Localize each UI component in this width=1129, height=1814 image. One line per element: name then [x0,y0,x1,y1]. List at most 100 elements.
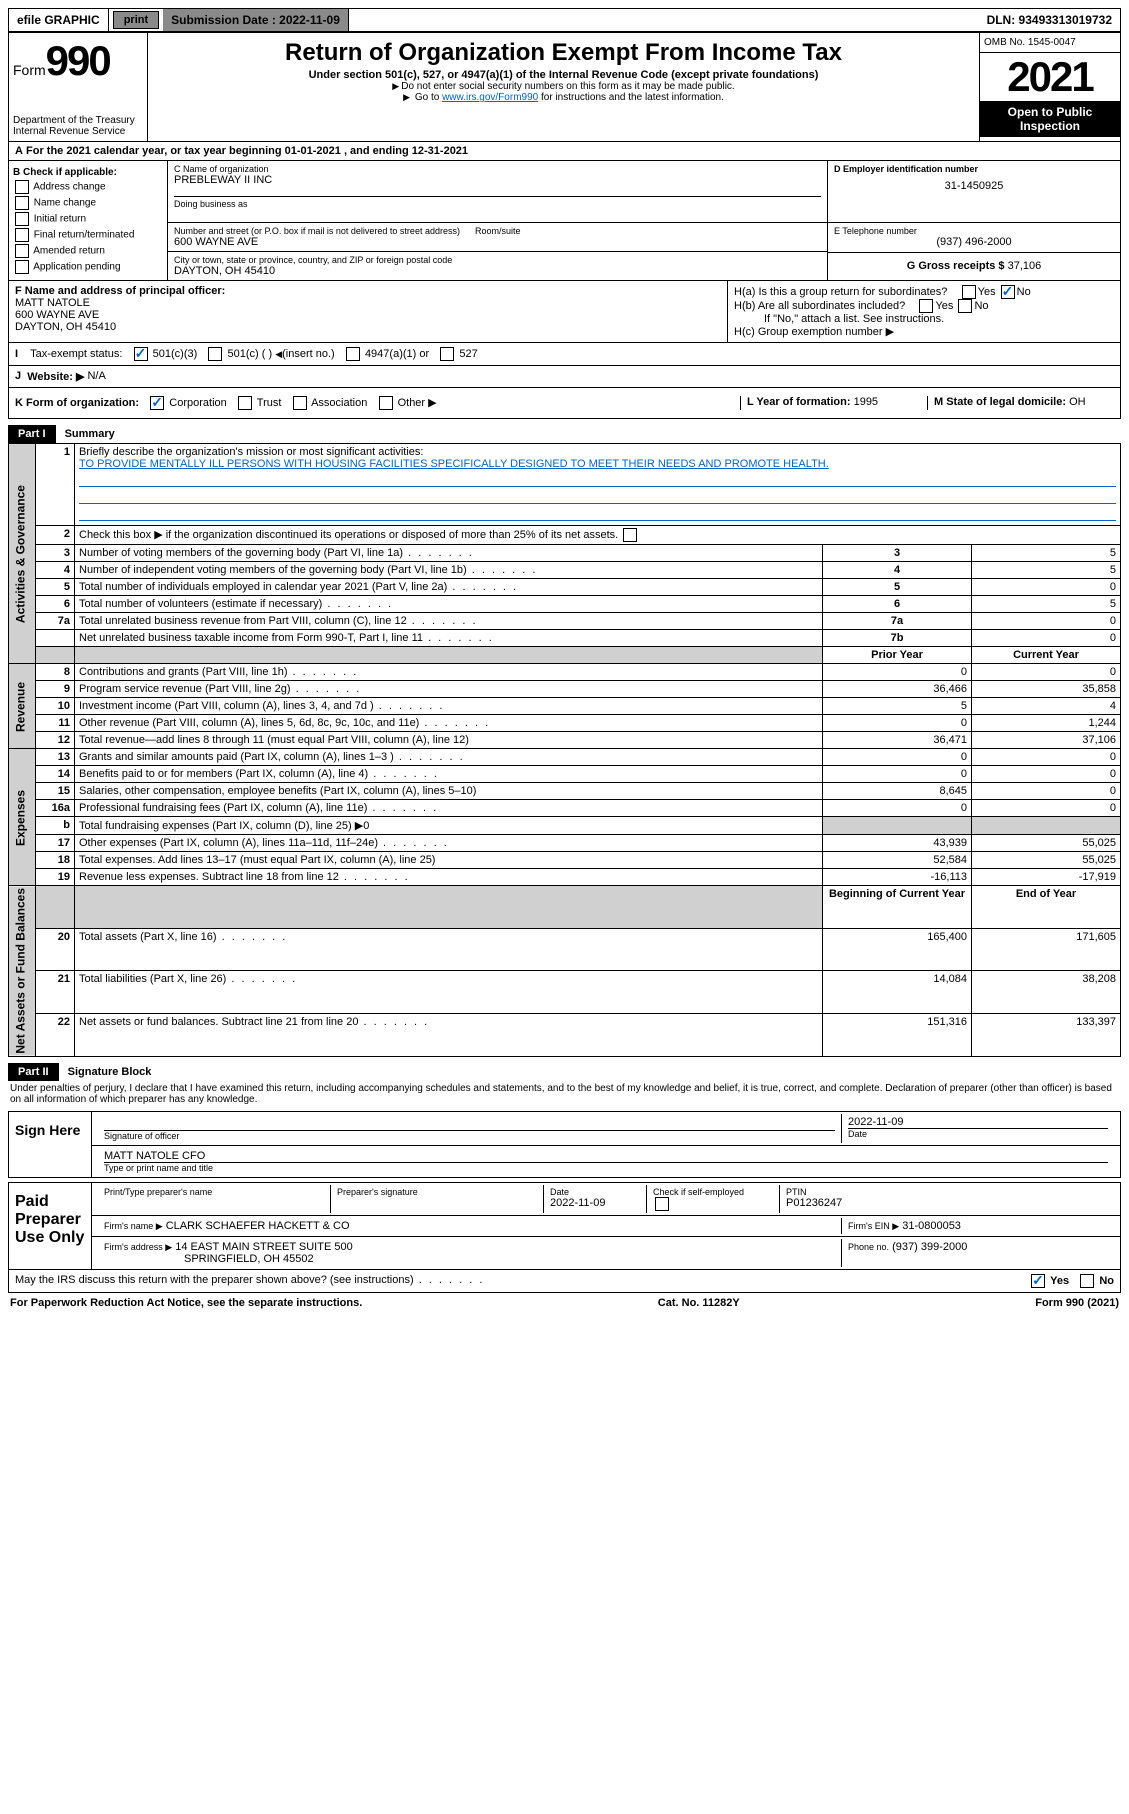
firm-addr: Firm's address ▶ 14 EAST MAIN STREET SUI… [98,1239,842,1267]
ein-label: D Employer identification number [834,164,1114,174]
q1-cell: Briefly describe the organization's miss… [75,444,1121,526]
rev-row-12: 12Total revenue—add lines 8 through 11 (… [9,732,1121,749]
group-return: H(a) Is this a group return for subordin… [728,281,1120,342]
q1-num: 1 [36,444,75,526]
paid-label: Paid Preparer Use Only [9,1183,92,1269]
chk-corp[interactable] [150,396,164,410]
note-link: Go to www.irs.gov/Form990 for instructio… [152,92,975,103]
chk-501c[interactable] [208,347,222,361]
chk-other[interactable] [379,396,393,410]
chk-4947[interactable] [346,347,360,361]
net-row-22: 22Net assets or fund balances. Subtract … [9,1014,1121,1057]
header-mid: Return of Organization Exempt From Incom… [148,33,980,141]
chk-527[interactable] [440,347,454,361]
summary-table: Activities & Governance 1 Briefly descri… [8,443,1121,1057]
chk-discuss-yes[interactable] [1031,1274,1045,1288]
col-prior: Prior Year [823,647,972,664]
city-value: DAYTON, OH 45410 [174,265,821,277]
form-number: Form990 [13,37,143,85]
exp-row-17: 17Other expenses (Part IX, column (A), l… [9,835,1121,852]
header-right: OMB No. 1545-0047 2021 Open to Public In… [980,33,1120,141]
row-j: J Website: ▶ N/A [8,366,1121,388]
declaration: Under penalties of perjury, I declare th… [8,1081,1121,1107]
chk-discuss-no[interactable] [1080,1274,1094,1288]
chk-assoc[interactable] [293,396,307,410]
side-net: Net Assets or Fund Balances [9,886,36,1057]
addr-label: Number and street (or P.O. box if mail i… [174,226,821,236]
officer-typed: MATT NATOLE CFO Type or print name and t… [98,1148,1114,1175]
chk-final[interactable]: Final return/terminated [13,228,163,242]
h-b: H(b) Are all subordinates included? Yes … [734,299,1114,313]
tax-year: 2021 [980,53,1120,101]
chk-501c3[interactable] [134,347,148,361]
ptin: PTINP01236247 [780,1185,1114,1213]
gov-row-7a: 7aTotal unrelated business revenue from … [9,613,1121,630]
principal-officer: F Name and address of principal officer:… [9,281,728,342]
ein-value: 31-1450925 [834,174,1114,198]
form-title: Return of Organization Exempt From Incom… [152,39,975,67]
col-b-title: B Check if applicable: [13,167,163,178]
row-l: L Year of formation: 1995 [740,396,927,410]
q2-cell: Check this box ▶ if the organization dis… [75,526,1121,545]
chk-addr[interactable]: Address change [13,180,163,194]
chk-trust[interactable] [238,396,252,410]
discuss-row: May the IRS discuss this return with the… [8,1270,1121,1293]
form-header: Form990 Department of the Treasury Inter… [8,32,1121,142]
section-bcd: B Check if applicable: Address change Na… [8,161,1121,281]
col-b: B Check if applicable: Address change Na… [9,161,168,280]
open-public: Open to Public Inspection [980,101,1120,137]
firm-phone: Phone no. (937) 399-2000 [842,1239,1114,1267]
note2-post: for instructions and the latest informat… [538,92,724,103]
discuss-yes-no: Yes No [1029,1274,1114,1288]
header-left: Form990 Department of the Treasury Inter… [9,33,148,141]
exp-row-14: 14Benefits paid to or for members (Part … [9,766,1121,783]
note2-pre: Go to [415,92,442,103]
sig-date-cell: 2022-11-09 Date [842,1114,1114,1143]
chk-name[interactable]: Name change [13,196,163,210]
prep-sig: Preparer's signature [331,1185,544,1213]
sign-here-label: Sign Here [9,1112,92,1177]
gov-row-7b: Net unrelated business taxable income fr… [9,630,1121,647]
chk-app[interactable]: Application pending [13,260,163,274]
footer-right: Form 990 (2021) [1035,1297,1119,1309]
row-k: K Form of organization: Corporation Trus… [15,396,740,410]
col-beg: Beginning of Current Year [823,886,972,929]
row-f-h: F Name and address of principal officer:… [8,281,1121,343]
chk-initial[interactable]: Initial return [13,212,163,226]
footer: For Paperwork Reduction Act Notice, see … [8,1293,1121,1313]
footer-mid: Cat. No. 11282Y [658,1297,740,1309]
rev-row-11: 11Other revenue (Part VIII, column (A), … [9,715,1121,732]
rev-row-10: 10Investment income (Part VIII, column (… [9,698,1121,715]
sig-officer-cell: Signature of officer [98,1114,842,1143]
chk-amended[interactable]: Amended return [13,244,163,258]
firm-name: Firm's name ▶ CLARK SCHAEFER HACKETT & C… [98,1218,842,1234]
footer-left: For Paperwork Reduction Act Notice, see … [10,1297,362,1309]
prep-name: Print/Type preparer's name [98,1185,331,1213]
rev-row-9: 9Program service revenue (Part VIII, lin… [9,681,1121,698]
part1-header: Part I Summary [8,419,1121,443]
net-row-20: 20Total assets (Part X, line 16)165,4001… [9,928,1121,971]
top-bar: efile GRAPHIC print Submission Date : 20… [8,8,1121,32]
exp-row-19: 19Revenue less expenses. Subtract line 1… [9,869,1121,886]
part2-hdr: Part II [8,1063,59,1081]
form-subtitle: Under section 501(c), 527, or 4947(a)(1)… [152,69,975,81]
discuss-text: May the IRS discuss this return with the… [15,1274,1029,1288]
org-name: PREBLEWAY II INC [174,174,821,186]
officer-addr1: 600 WAYNE AVE [15,309,721,321]
self-emp: Check if self-employed [647,1185,780,1213]
h-a: H(a) Is this a group return for subordin… [734,285,1114,299]
name-label: C Name of organization [174,164,821,174]
gov-row-5: 5Total number of individuals employed in… [9,579,1121,596]
addr-value: 600 WAYNE AVE [174,236,821,248]
part2-header: Part II Signature Block [8,1057,1121,1081]
submission-date: Submission Date : 2022-11-09 [163,9,349,31]
irs-link[interactable]: www.irs.gov/Form990 [442,92,538,103]
website-value: N/A [87,370,105,383]
phone-value: (937) 496-2000 [834,236,1114,248]
chk-discontinued[interactable] [623,528,637,542]
col-cd: C Name of organization PREBLEWAY II INC … [168,161,1120,280]
city-label: City or town, state or province, country… [174,255,821,265]
prep-date: Date2022-11-09 [544,1185,647,1213]
gross-receipts: G Gross receipts $ 37,106 [834,256,1114,276]
print-button[interactable]: print [113,11,159,29]
